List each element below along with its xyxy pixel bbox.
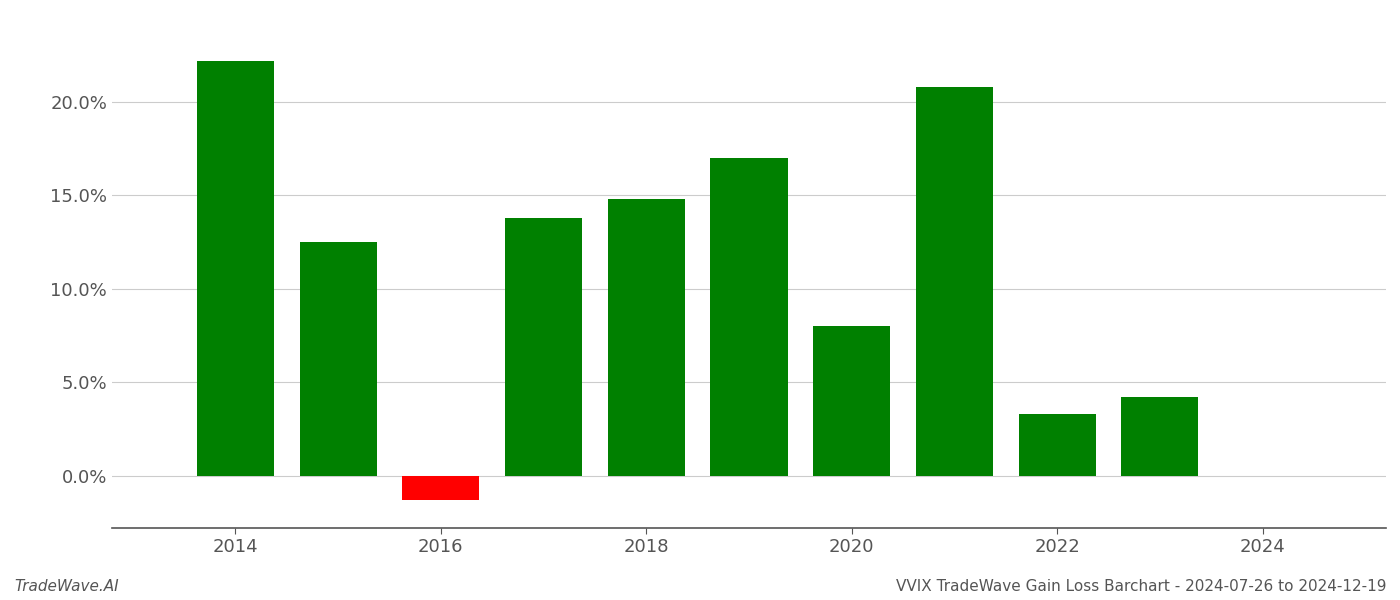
Bar (505, 218, 582, 476)
Bar (197, 61, 274, 476)
Bar (1019, 414, 1096, 476)
Bar (300, 242, 377, 476)
Text: VVIX TradeWave Gain Loss Barchart - 2024-07-26 to 2024-12-19: VVIX TradeWave Gain Loss Barchart - 2024… (896, 579, 1386, 594)
Text: TradeWave.AI: TradeWave.AI (14, 579, 119, 594)
Bar (402, 476, 479, 500)
Bar (608, 199, 685, 476)
Bar (1121, 397, 1198, 476)
Bar (710, 158, 788, 476)
Bar (916, 87, 993, 476)
Bar (813, 326, 890, 476)
